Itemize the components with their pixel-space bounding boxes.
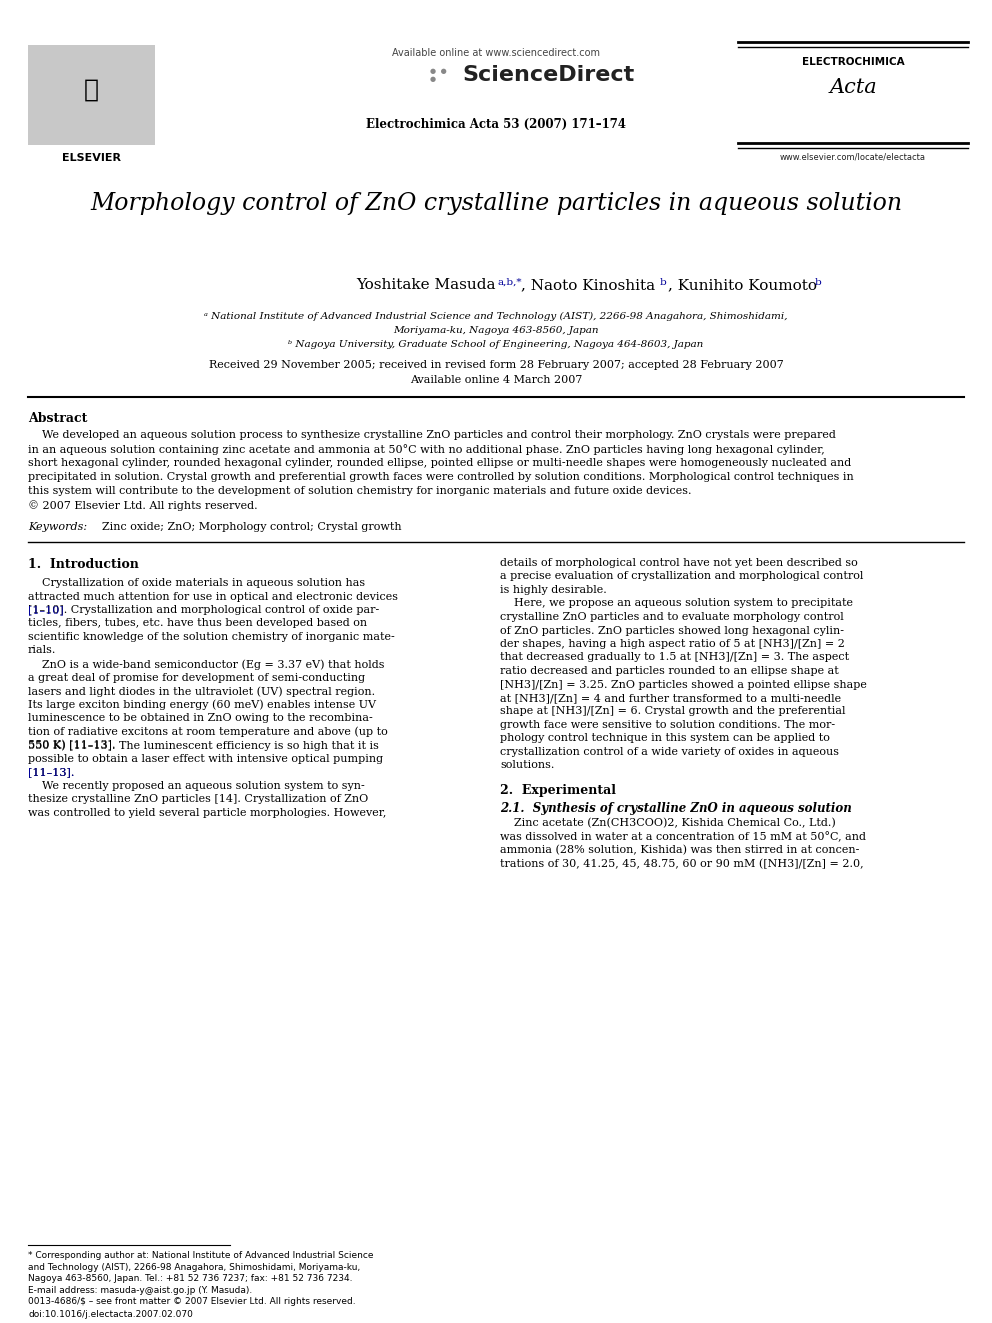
Text: Zinc oxide; ZnO; Morphology control; Crystal growth: Zinc oxide; ZnO; Morphology control; Cry… [95, 523, 402, 532]
Text: ELECTROCHIMICA: ELECTROCHIMICA [802, 57, 905, 67]
Text: attracted much attention for use in optical and electronic devices: attracted much attention for use in opti… [28, 591, 398, 602]
Text: Crystallization of oxide materials in aqueous solution has: Crystallization of oxide materials in aq… [28, 578, 365, 587]
Text: 1.  Introduction: 1. Introduction [28, 558, 139, 572]
Text: ratio decreased and particles rounded to an ellipse shape at: ratio decreased and particles rounded to… [500, 665, 839, 676]
Text: Available online 4 March 2007: Available online 4 March 2007 [410, 374, 582, 385]
Text: a great deal of promise for development of semi-conducting: a great deal of promise for development … [28, 672, 365, 683]
Text: Electrochimica Acta 53 (2007) 171–174: Electrochimica Acta 53 (2007) 171–174 [366, 118, 626, 131]
Text: Available online at www.sciencedirect.com: Available online at www.sciencedirect.co… [392, 48, 600, 58]
Text: * Corresponding author at: National Institute of Advanced Industrial Science: * Corresponding author at: National Inst… [28, 1252, 374, 1259]
Text: growth face were sensitive to solution conditions. The mor-: growth face were sensitive to solution c… [500, 720, 835, 730]
Text: ammonia (28% solution, Kishida) was then stirred in at concen-: ammonia (28% solution, Kishida) was then… [500, 845, 859, 856]
Text: in an aqueous solution containing zinc acetate and ammonia at 50°C with no addit: in an aqueous solution containing zinc a… [28, 445, 824, 455]
Text: [1–10]: [1–10] [28, 605, 63, 615]
Text: ●: ● [430, 75, 436, 82]
Text: of ZnO particles. ZnO particles showed long hexagonal cylin-: of ZnO particles. ZnO particles showed l… [500, 626, 844, 635]
Text: at [NH3]/[Zn] = 4 and further transformed to a multi-needle: at [NH3]/[Zn] = 4 and further transforme… [500, 693, 841, 703]
Text: Nagoya 463-8560, Japan. Tel.: +81 52 736 7237; fax: +81 52 736 7234.: Nagoya 463-8560, Japan. Tel.: +81 52 736… [28, 1274, 352, 1283]
Text: ●  ●: ● ● [430, 67, 446, 74]
Text: ScienceDirect: ScienceDirect [462, 65, 634, 85]
Text: [11–13].: [11–13]. [28, 767, 74, 777]
Text: 🌲: 🌲 [84, 78, 99, 102]
Text: [11–13].: [11–13]. [28, 767, 74, 777]
Text: possible to obtain a laser effect with intensive optical pumping: possible to obtain a laser effect with i… [28, 754, 383, 763]
Text: a precise evaluation of crystallization and morphological control: a precise evaluation of crystallization … [500, 572, 863, 582]
Text: der shapes, having a high aspect ratio of 5 at [NH3]/[Zn] = 2: der shapes, having a high aspect ratio o… [500, 639, 845, 650]
Text: details of morphological control have not yet been described so: details of morphological control have no… [500, 558, 858, 568]
Text: ticles, fibers, tubes, etc. have thus been developed based on: ticles, fibers, tubes, etc. have thus be… [28, 618, 367, 628]
Text: [NH3]/[Zn] = 3.25. ZnO particles showed a pointed ellipse shape: [NH3]/[Zn] = 3.25. ZnO particles showed … [500, 680, 867, 689]
Text: www.elsevier.com/locate/electacta: www.elsevier.com/locate/electacta [780, 152, 926, 161]
Text: was controlled to yield several particle morphologies. However,: was controlled to yield several particle… [28, 807, 386, 818]
Text: scientific knowledge of the solution chemistry of inorganic mate-: scientific knowledge of the solution che… [28, 632, 395, 642]
Text: Keywords:: Keywords: [28, 523, 87, 532]
Text: solutions.: solutions. [500, 761, 555, 770]
Text: We developed an aqueous solution process to synthesize crystalline ZnO particles: We developed an aqueous solution process… [28, 430, 836, 441]
Text: Here, we propose an aqueous solution system to precipitate: Here, we propose an aqueous solution sys… [500, 598, 853, 609]
Text: Its large exciton binding energy (60 meV) enables intense UV: Its large exciton binding energy (60 meV… [28, 700, 376, 710]
Text: , Kunihito Koumoto: , Kunihito Koumoto [668, 278, 817, 292]
Text: b: b [660, 278, 667, 287]
Text: crystallization control of a wide variety of oxides in aqueous: crystallization control of a wide variet… [500, 747, 839, 757]
Text: ᵇ Nagoya University, Graduate School of Engineering, Nagoya 464-8603, Japan: ᵇ Nagoya University, Graduate School of … [289, 340, 703, 349]
Text: ZnO is a wide-band semiconductor (Eg = 3.37 eV) that holds: ZnO is a wide-band semiconductor (Eg = 3… [28, 659, 385, 669]
Text: Moriyama-ku, Nagoya 463-8560, Japan: Moriyama-ku, Nagoya 463-8560, Japan [393, 325, 599, 335]
Text: thesize crystalline ZnO particles [14]. Crystallization of ZnO: thesize crystalline ZnO particles [14]. … [28, 794, 368, 804]
Text: luminescence to be obtained in ZnO owing to the recombina-: luminescence to be obtained in ZnO owing… [28, 713, 373, 722]
Text: lasers and light diodes in the ultraviolet (UV) spectral region.: lasers and light diodes in the ultraviol… [28, 687, 375, 697]
Text: Yoshitake Masuda: Yoshitake Masuda [356, 278, 496, 292]
Text: Acta: Acta [829, 78, 877, 97]
Text: [1–10]. Crystallization and morphological control of oxide par-: [1–10]. Crystallization and morphologica… [28, 605, 379, 615]
Text: shape at [NH3]/[Zn] = 6. Crystal growth and the preferential: shape at [NH3]/[Zn] = 6. Crystal growth … [500, 706, 845, 717]
Text: that decreased gradually to 1.5 at [NH3]/[Zn] = 3. The aspect: that decreased gradually to 1.5 at [NH3]… [500, 652, 849, 663]
Text: Morphology control of ZnO crystalline particles in aqueous solution: Morphology control of ZnO crystalline pa… [90, 192, 902, 216]
Text: 550 K) [11–13].: 550 K) [11–13]. [28, 740, 115, 750]
Text: tion of radiative excitons at room temperature and above (up to: tion of radiative excitons at room tempe… [28, 726, 388, 737]
Text: 550 K) [11–13]. The luminescent efficiency is so high that it is: 550 K) [11–13]. The luminescent efficien… [28, 740, 379, 750]
Text: crystalline ZnO particles and to evaluate morphology control: crystalline ZnO particles and to evaluat… [500, 613, 844, 622]
Text: Zinc acetate (Zn(CH3COO)2, Kishida Chemical Co., Ltd.): Zinc acetate (Zn(CH3COO)2, Kishida Chemi… [500, 818, 835, 828]
Text: precipitated in solution. Crystal growth and preferential growth faces were cont: precipitated in solution. Crystal growth… [28, 472, 854, 482]
Text: a,b,*: a,b,* [497, 278, 522, 287]
Text: phology control technique in this system can be applied to: phology control technique in this system… [500, 733, 830, 744]
Text: 2.1.  Synthesis of crystalline ZnO in aqueous solution: 2.1. Synthesis of crystalline ZnO in aqu… [500, 802, 852, 815]
Text: b: b [815, 278, 821, 287]
Text: Abstract: Abstract [28, 411, 87, 425]
Text: ELSEVIER: ELSEVIER [62, 153, 121, 163]
Text: is highly desirable.: is highly desirable. [500, 585, 607, 595]
Text: this system will contribute to the development of solution chemistry for inorgan: this system will contribute to the devel… [28, 486, 691, 496]
Text: Received 29 November 2005; received in revised form 28 February 2007; accepted 2: Received 29 November 2005; received in r… [208, 360, 784, 370]
Text: and Technology (AIST), 2266-98 Anagahora, Shimoshidami, Moriyama-ku,: and Technology (AIST), 2266-98 Anagahora… [28, 1262, 360, 1271]
Text: short hexagonal cylinder, rounded hexagonal cylinder, rounded ellipse, pointed e: short hexagonal cylinder, rounded hexago… [28, 458, 851, 468]
Text: rials.: rials. [28, 646, 57, 655]
Text: 2.  Experimental: 2. Experimental [500, 785, 616, 796]
Text: © 2007 Elsevier Ltd. All rights reserved.: © 2007 Elsevier Ltd. All rights reserved… [28, 500, 258, 511]
Text: E-mail address: masuda-y@aist.go.jp (Y. Masuda).: E-mail address: masuda-y@aist.go.jp (Y. … [28, 1286, 252, 1294]
Text: 0013-4686/$ – see front matter © 2007 Elsevier Ltd. All rights reserved.: 0013-4686/$ – see front matter © 2007 El… [28, 1297, 355, 1306]
Text: doi:10.1016/j.electacta.2007.02.070: doi:10.1016/j.electacta.2007.02.070 [28, 1310, 192, 1319]
Text: , Naoto Kinoshita: , Naoto Kinoshita [521, 278, 655, 292]
Text: ᵃ National Institute of Advanced Industrial Science and Technology (AIST), 2266-: ᵃ National Institute of Advanced Industr… [204, 312, 788, 321]
Text: trations of 30, 41.25, 45, 48.75, 60 or 90 mM ([NH3]/[Zn] = 2.0,: trations of 30, 41.25, 45, 48.75, 60 or … [500, 859, 864, 869]
Text: was dissolved in water at a concentration of 15 mM at 50°C, and: was dissolved in water at a concentratio… [500, 831, 866, 843]
Text: We recently proposed an aqueous solution system to syn-: We recently proposed an aqueous solution… [28, 781, 365, 791]
